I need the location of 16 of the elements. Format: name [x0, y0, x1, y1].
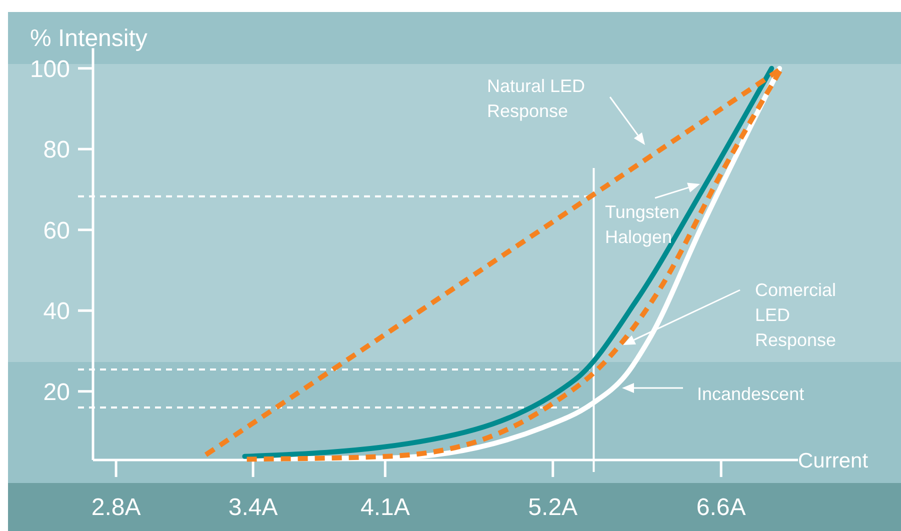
annotation: Tungsten Halogen [605, 202, 680, 247]
x-axis-title: Current [798, 449, 868, 472]
y-tick-label: 80 [43, 136, 70, 164]
x-tick-label: 6.6A [696, 494, 746, 521]
x-tick-label: 5.2A [528, 494, 578, 521]
y-tick-label: 40 [43, 298, 70, 326]
x-tick-label: 2.8A [91, 494, 141, 521]
y-tick-label: 100 [30, 56, 70, 83]
annotation: Incandescent [697, 384, 804, 404]
y-tick-label: 60 [43, 217, 70, 244]
annotation: Natural LED Response [487, 76, 586, 121]
x-tick-label: 4.1A [360, 494, 410, 521]
annotation: Comercial LED Response [755, 280, 836, 350]
y-tick-label: 20 [43, 378, 70, 406]
y-axis-title: % Intensity [30, 25, 148, 52]
x-tick-label: 3.4A [228, 494, 278, 521]
